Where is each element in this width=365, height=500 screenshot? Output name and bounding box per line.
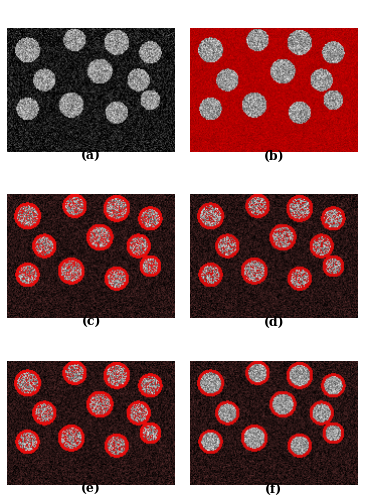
Text: (a): (a) (81, 150, 101, 162)
Text: (b): (b) (264, 150, 284, 162)
Text: (f): (f) (265, 483, 283, 496)
Text: (e): (e) (81, 483, 101, 496)
Text: (d): (d) (264, 316, 284, 329)
Text: (c): (c) (81, 316, 101, 329)
